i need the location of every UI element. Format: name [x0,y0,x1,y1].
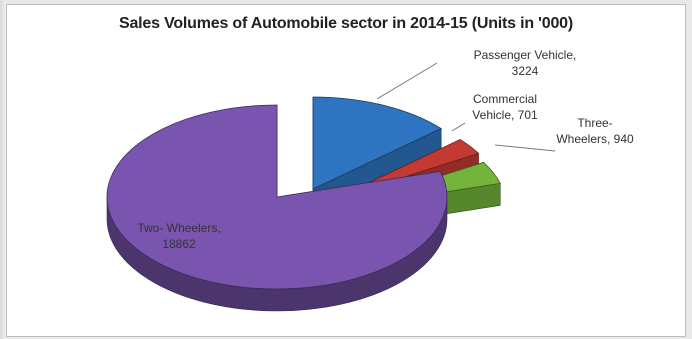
chart-title: Sales Volumes of Automobile sector in 20… [119,15,573,32]
leader-line-passenger-vehicle [376,62,438,100]
chart-frame: Sales Volumes of Automobile sector in 20… [6,4,686,337]
slice-label-two-wheelers: Two- Wheelers, 18862 [137,221,220,251]
slice-label-commercial-vehicle: Commercial Vehicle, 701 [472,92,538,122]
pie-chart: Passenger Vehicle, 3224 Commercial Vehicle,… [106,48,634,312]
leader-line-commercial-vehicle [451,122,466,132]
leader-line-three-wheelers [494,144,556,152]
pie-slice-two-wheelers [106,104,448,290]
page-edge-strip [0,0,6,339]
slice-label-passenger-vehicle: Passenger Vehicle, 3224 [474,48,577,78]
slice-label-three-wheelers: Three-Wheelers, 940 [556,116,634,146]
pie-slice-passenger-vehicle [312,96,442,190]
